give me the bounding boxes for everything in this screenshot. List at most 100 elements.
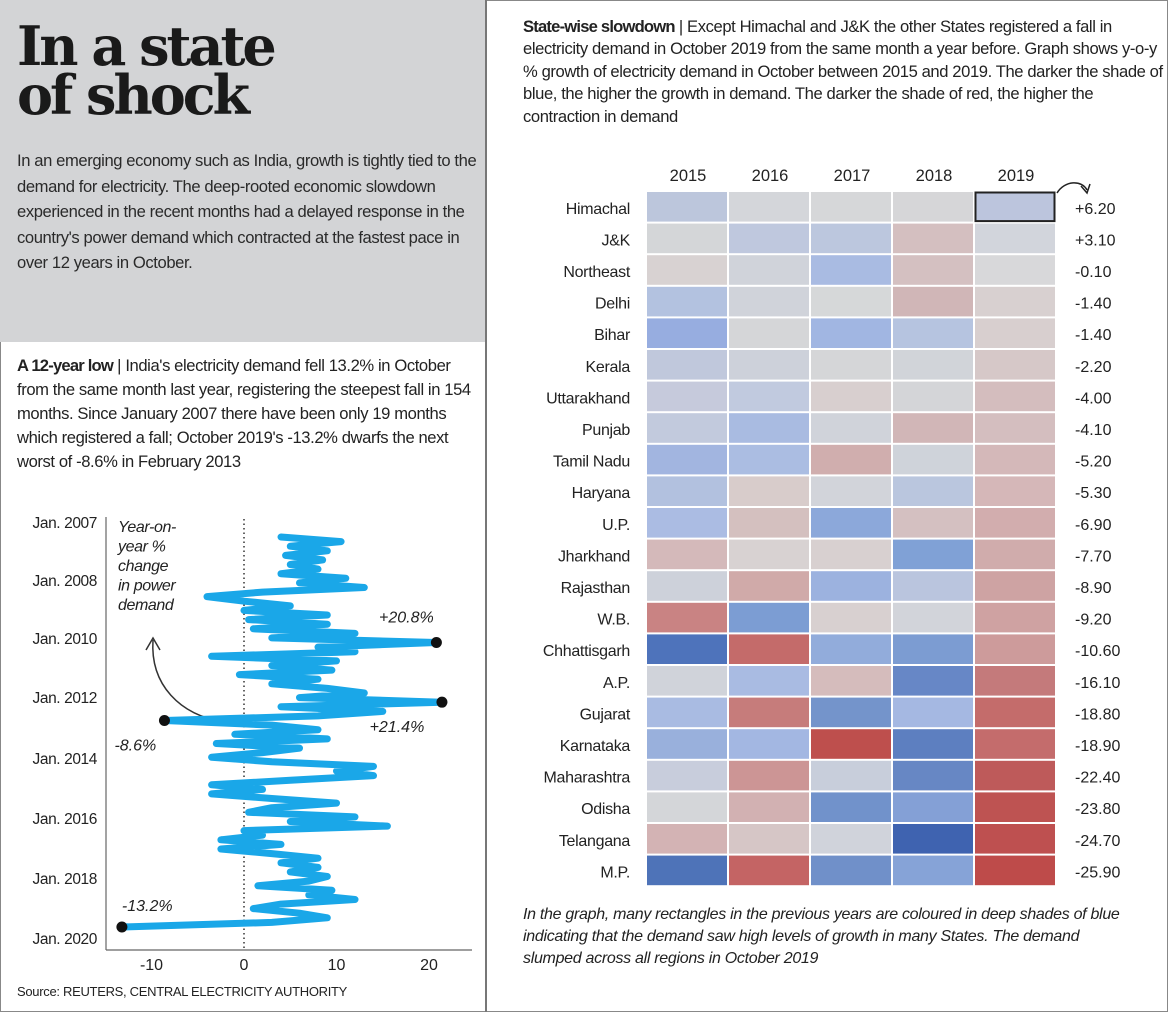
heatmap-cell: [647, 444, 727, 475]
row-label: W.B.: [597, 612, 630, 629]
heatmap-cell: [729, 381, 809, 412]
heatmap-cell: [893, 318, 973, 348]
heatmap-cell: [893, 697, 973, 728]
heatmap-cell: [811, 255, 891, 285]
heatmap-cell: [975, 192, 1055, 222]
value-2019-label: -16.10: [1075, 675, 1120, 692]
data-point-marker: [430, 637, 442, 649]
value-2019-label: -10.60: [1075, 643, 1120, 660]
heatmap-cell: [975, 602, 1055, 633]
heatmap-cell: [893, 444, 973, 475]
annotation-text: Year-on-: [118, 519, 176, 536]
row-label: Gujarat: [580, 706, 631, 723]
value-2019-label: -24.70: [1075, 833, 1120, 850]
heatmap-cell: [975, 350, 1055, 380]
heatmap-cell: [647, 476, 727, 506]
heatmap-cell: [647, 571, 727, 601]
series-line: [118, 533, 446, 931]
heatmap-cell: [647, 697, 727, 728]
panel-divider: [485, 0, 487, 1012]
heatmap-cell: [893, 413, 973, 443]
heatmap-cell: [811, 539, 891, 570]
data-point-label: -8.6%: [114, 738, 156, 755]
separator: |: [674, 17, 688, 36]
x-tick-label: 0: [240, 957, 249, 974]
heatmap-cell: [647, 413, 727, 443]
row-label: A.P.: [603, 675, 630, 692]
heatmap-cell: [729, 223, 809, 254]
heatmap-cell: [647, 255, 727, 285]
heatmap-cell: [811, 413, 891, 443]
statewise-heatmap: 2015 2016 2017 2018 2019 Himachal +6.20 J&K +3.1…: [543, 167, 1120, 886]
heatmap-cell: [729, 286, 809, 317]
value-2019-label: -4.10: [1075, 422, 1112, 439]
column-header: 2015: [670, 167, 707, 185]
value-2019-label: +6.20: [1075, 201, 1116, 218]
heatmap-cell: [729, 255, 809, 285]
y-tick-label: Jan. 2012: [33, 690, 98, 707]
value-2019-label: -25.90: [1075, 864, 1120, 881]
heatmap-cell: [975, 634, 1055, 664]
statewise-body: Except Himachal and J&K the other States…: [523, 17, 1163, 126]
row-label: U.P.: [602, 517, 630, 534]
heatmap-cell: [893, 350, 973, 380]
low-section-body: India's electricity demand fell 13.2% in…: [17, 356, 471, 471]
row-label: Tamil Nadu: [553, 454, 630, 471]
data-point-marker: [116, 921, 128, 933]
heatmap-cell: [647, 539, 727, 570]
heatmap-cell: [811, 697, 891, 728]
heatmap-cell: [811, 666, 891, 696]
heatmap-cell: [811, 792, 891, 822]
heatmap-cell: [975, 476, 1055, 506]
row-label: J&K: [602, 232, 631, 249]
value-2019-label: -0.10: [1075, 264, 1112, 281]
heatmap-cell: [893, 634, 973, 664]
row-label: Chhattisgarh: [543, 643, 630, 660]
column-header: 2017: [834, 167, 871, 185]
heatmap-cell: [893, 476, 973, 506]
value-2019-label: -22.40: [1075, 770, 1120, 787]
callout-arrow: [1056, 182, 1088, 194]
heatmap-cell: [811, 855, 891, 886]
heatmap-cell: [893, 539, 973, 570]
y-tick-label: Jan. 2020: [33, 931, 98, 948]
row-label: Himachal: [566, 201, 630, 218]
low-section-text: A 12-year low | India's electricity dema…: [17, 354, 477, 474]
x-tick-label: 20: [420, 957, 438, 974]
heatmap-cell: [811, 476, 891, 506]
heatmap-cell: [647, 223, 727, 254]
highlight-box: [974, 191, 1056, 223]
heatmap-cell: [729, 760, 809, 791]
heatmap-cell: [893, 508, 973, 538]
heatmap-cell: [647, 792, 727, 822]
heatmap-cell: [811, 444, 891, 475]
heatmap-cell: [729, 602, 809, 633]
value-2019-label: -1.40: [1075, 296, 1112, 313]
heatmap-cell: [729, 508, 809, 538]
heatmap-cell: [893, 381, 973, 412]
heatmap-cell: [729, 666, 809, 696]
heatmap-cell: [811, 318, 891, 348]
value-2019-label: -4.00: [1075, 390, 1112, 407]
value-2019-label: -1.40: [1075, 327, 1112, 344]
x-tick-label: -10: [140, 957, 163, 974]
row-label: Rajasthan: [561, 580, 630, 597]
title-line-2: of shock: [17, 63, 250, 127]
heatmap-cell: [975, 539, 1055, 570]
row-label: Delhi: [595, 296, 630, 313]
heatmap-cell: [975, 381, 1055, 412]
heatmap-cell: [729, 350, 809, 380]
heatmap-cell: [975, 792, 1055, 822]
y-tick-label: Jan. 2010: [33, 631, 98, 648]
column-header: 2018: [916, 167, 953, 185]
data-point-marker: [158, 715, 170, 727]
value-2019-label: -5.20: [1075, 454, 1112, 471]
heatmap-cell: [893, 255, 973, 285]
demand-line-chart: Jan. 2007 Jan. 2008 Jan. 2010 Jan. 2012 Jan.…: [33, 515, 472, 974]
heatmap-cell: [729, 476, 809, 506]
heatmap-cell: [729, 444, 809, 475]
annotation-text: year %: [117, 539, 166, 556]
row-label: Odisha: [581, 801, 630, 818]
heatmap-cell: [647, 855, 727, 886]
